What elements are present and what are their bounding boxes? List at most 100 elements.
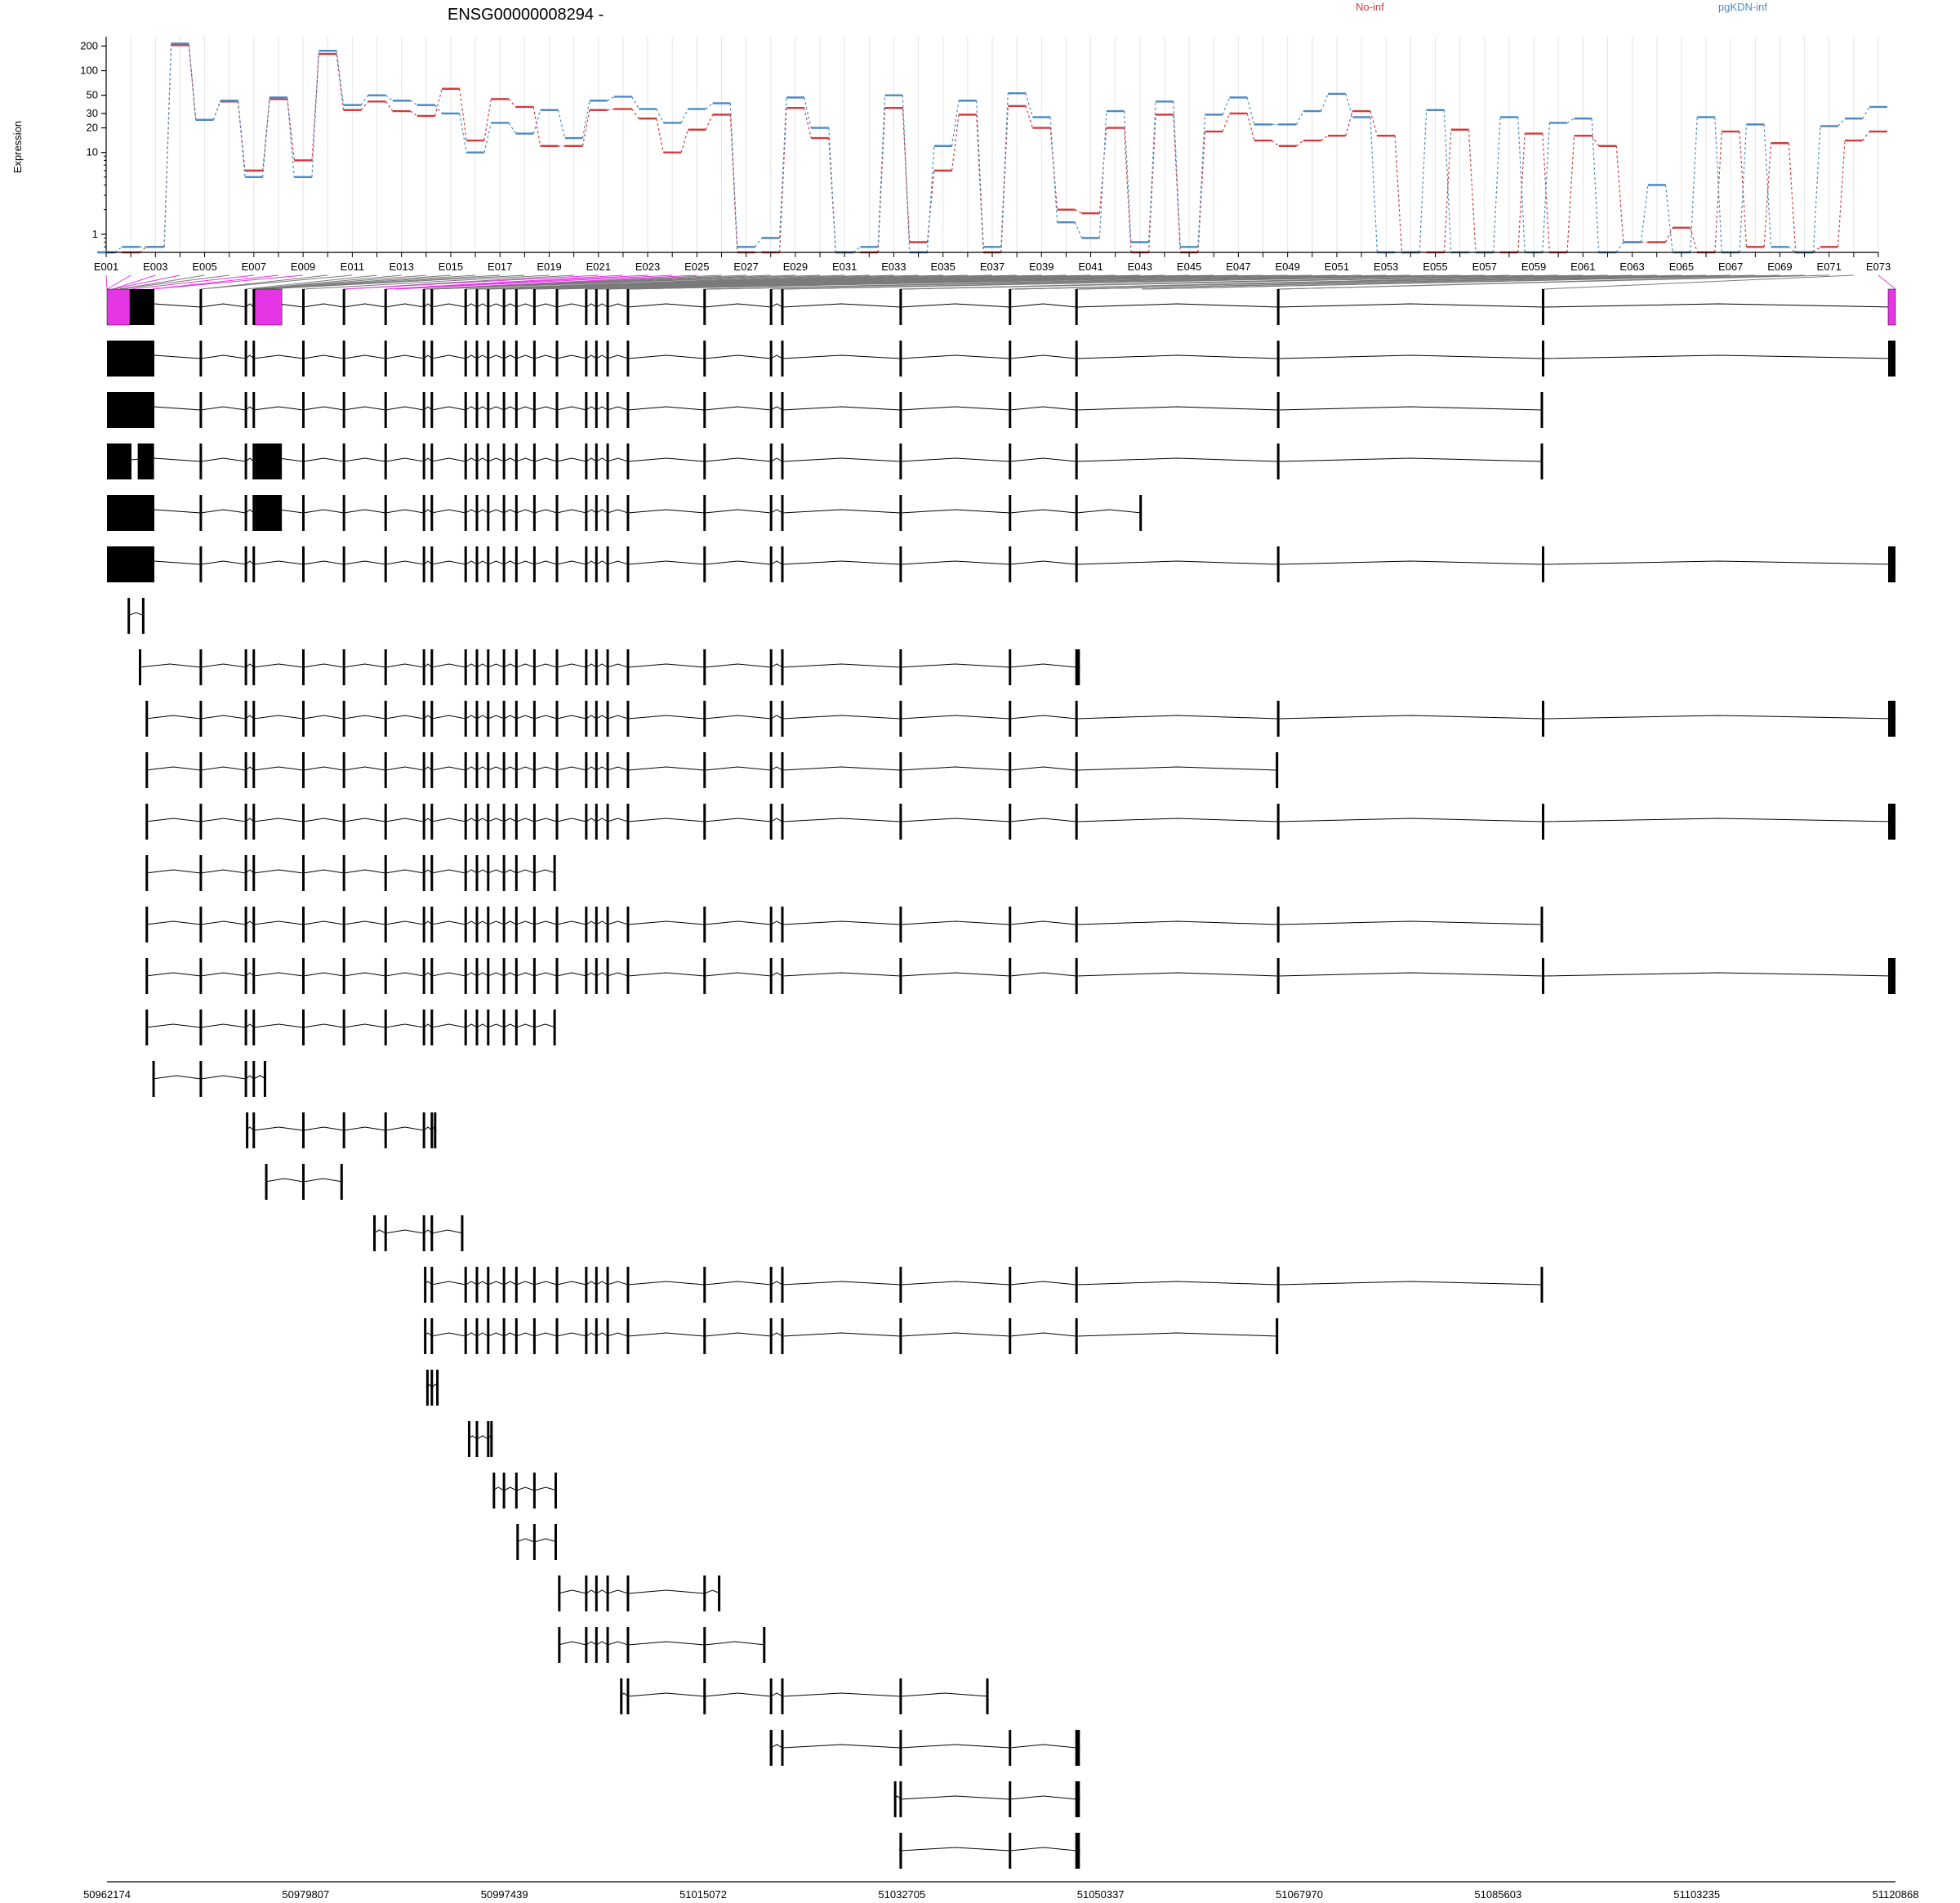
series-connector <box>828 127 836 253</box>
series-connector <box>1345 110 1353 136</box>
series-connector <box>1098 127 1107 214</box>
exon-block <box>475 1009 479 1045</box>
exon-block <box>252 443 256 479</box>
exon-block <box>532 804 536 840</box>
exon-block <box>430 289 434 325</box>
series-connector <box>1714 117 1722 253</box>
exon-block <box>606 546 609 582</box>
exon-block <box>475 1421 479 1457</box>
exon-block <box>199 701 203 737</box>
exon-block <box>626 701 630 737</box>
series-connector <box>1566 136 1575 253</box>
exon-block-end <box>763 1627 766 1663</box>
exon-block <box>532 649 536 685</box>
series-connector <box>385 95 394 101</box>
x-tick-label: E021 <box>586 261 611 273</box>
series-connector <box>532 109 541 134</box>
genome-tick-label: 51120868 <box>1873 1888 1919 1901</box>
series-connector <box>483 123 492 153</box>
exon-block <box>301 1009 305 1045</box>
exon-block <box>555 649 559 685</box>
intron-line <box>106 354 1896 359</box>
series-connector <box>1665 185 1673 253</box>
exon-block <box>475 804 479 840</box>
transcript-track-25 <box>516 1524 558 1560</box>
exon-block <box>199 495 203 531</box>
exon-block <box>422 546 425 582</box>
exon-block <box>1276 958 1280 994</box>
first-exon-block <box>137 443 154 479</box>
connector-E001 <box>105 274 108 290</box>
series-connector <box>1640 185 1649 243</box>
exon-block <box>1276 701 1280 737</box>
exon-block <box>487 341 490 377</box>
exon-block <box>514 341 518 377</box>
exon-block <box>781 1318 784 1354</box>
exon-block <box>244 958 247 994</box>
exon-block <box>585 804 588 840</box>
exon-block <box>781 546 784 582</box>
exon-block <box>606 341 609 377</box>
series-connector <box>508 98 516 108</box>
exon-block <box>703 341 706 377</box>
series-connector <box>1049 117 1058 223</box>
exon-block-start <box>424 1318 427 1354</box>
exon-block <box>514 1473 518 1509</box>
genome-tick-label: 51067970 <box>1276 1888 1323 1901</box>
series-connector <box>434 105 443 114</box>
exon-block <box>555 1267 559 1303</box>
exon-block <box>1276 1267 1280 1303</box>
exon-block <box>585 701 588 737</box>
exon-block-start <box>246 1112 249 1148</box>
intron-line <box>423 1281 1544 1286</box>
exon-block <box>199 907 203 943</box>
x-tick-label: E071 <box>1817 261 1842 273</box>
exon-block <box>514 495 518 531</box>
exon-block <box>430 701 434 737</box>
transcript-track-21 <box>423 1318 1279 1354</box>
exon-block <box>769 1678 773 1714</box>
series-connector <box>114 246 122 253</box>
exon-block <box>502 1473 506 1509</box>
transcript-track-2 <box>106 341 1896 377</box>
exon-block <box>555 495 559 531</box>
x-tick-label: E057 <box>1472 261 1497 273</box>
exon-block <box>502 495 506 531</box>
exon-block <box>487 958 490 994</box>
intron-line <box>106 406 1544 411</box>
exon-block <box>1075 546 1078 582</box>
y-tick-label: 10 <box>87 146 98 158</box>
intron-line <box>138 662 1080 668</box>
exon-block <box>606 649 609 685</box>
exon-block-end <box>141 598 145 634</box>
series-connector <box>139 246 147 253</box>
exon-block <box>1276 907 1280 943</box>
exon-block <box>769 546 773 582</box>
exon-block <box>532 907 536 943</box>
series-connector <box>581 109 590 146</box>
exon-block <box>252 649 256 685</box>
series-connector <box>483 99 492 141</box>
exon-block-start <box>145 855 149 891</box>
series-connector <box>631 109 639 119</box>
series-connector <box>951 114 960 171</box>
exon-block <box>703 1318 706 1354</box>
x-tick-label: E069 <box>1767 261 1792 273</box>
exon-block <box>555 1318 559 1354</box>
exon-block <box>1541 289 1544 325</box>
exon-block <box>342 649 345 685</box>
series-connector <box>1148 101 1156 243</box>
exon-block <box>585 392 588 428</box>
exon-block <box>422 855 425 891</box>
series-connector <box>508 123 517 134</box>
exon-block <box>781 701 784 737</box>
exon-block <box>1075 341 1078 377</box>
exon-block <box>769 289 773 325</box>
connector-E060 <box>904 274 1559 290</box>
x-tick-label: E029 <box>783 261 808 273</box>
exon-block <box>899 804 902 840</box>
exon-block <box>606 958 609 994</box>
x-tick-label: E053 <box>1374 261 1398 273</box>
exon-block <box>606 752 609 788</box>
series-connector <box>1862 106 1870 119</box>
